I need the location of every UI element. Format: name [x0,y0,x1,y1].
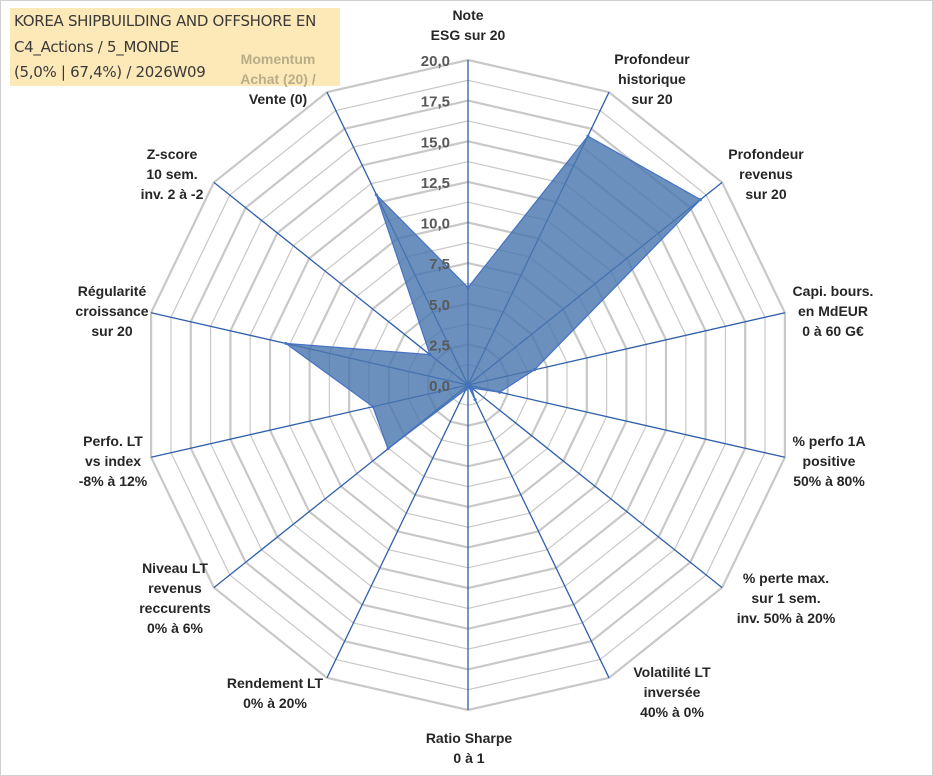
radar-tick-labels: 0,0 2,5 5,0 7,5 10,0 12,5 15,0 17,5 20,0 [421,53,450,395]
axis-spoke [467,384,610,679]
axis-label: Note ESG sur 20 [431,7,506,43]
data-point [699,198,702,202]
data-point [586,134,590,138]
axis-label: Profondeur historique sur 20 [614,51,690,107]
tick-label: 7,5 [429,256,450,273]
axis-label: % perfo 1A positive 50% à 80% [792,433,865,489]
data-point [466,286,470,289]
axis-label: Volatilité LT inversée 40% à 0% [633,664,711,720]
axis-label: Ratio Sharpe 0 à 1 [426,730,513,766]
tick-label: 5,0 [429,297,450,314]
period-info: (5,0% | 67,4%) / 2026W09 [14,63,206,81]
tick-label: 2,5 [429,337,450,354]
company-name: KOREA SHIPBUILDING AND OFFSHORE EN [14,12,317,30]
data-point [386,447,390,451]
axis-label: Rendement LT 0% à 20% [227,675,324,711]
axis-label: Perfo. LT vs index -8% à 12% [79,433,148,489]
axis-label: Z-score 10 sem. inv. 2 à -2 [141,146,204,202]
axis-label: Régularité croissance sur 20 [75,283,148,339]
axis-label: % perte max. sur 1 sem. inv. 50% à 20% [737,570,836,626]
axis-label: Profondeur revenus sur 20 [728,146,804,202]
title-box: KOREA SHIPBUILDING AND OFFSHORE EN C4_Ac… [10,8,340,86]
tick-label: 0,0 [429,378,450,395]
data-point [498,390,502,394]
data-point [371,405,375,409]
tick-label: 12,5 [421,175,450,192]
axis-spoke [213,181,469,386]
data-point [464,387,468,391]
tick-label: 20,0 [421,53,450,70]
tick-label: 15,0 [421,134,450,151]
data-point [470,386,474,390]
data-point [466,383,470,387]
series-area [283,135,702,450]
data-point [428,353,432,357]
axis-spoke [326,384,469,679]
axis-spoke [467,384,723,589]
axis-label: Niveau LT revenus reccurents 0% à 6% [139,560,211,636]
data-point [533,368,536,372]
radar-series [283,134,702,451]
axis-label: Momentum Achat (20) / Vente (0) [240,51,316,107]
axis-spoke [467,384,786,458]
tick-label: 10,0 [421,216,450,233]
radar-axis-labels: Note ESG sur 20 Profondeur historique sur 20… [75,7,873,766]
tick-label: 17,5 [421,94,450,111]
axis-label: Capi. bours. en MdEUR 0 à 60 G€ [793,283,874,339]
data-point [473,398,477,402]
data-point [374,193,378,197]
data-point [284,341,288,345]
category-path: C4_Actions / 5_MONDE [14,38,179,56]
